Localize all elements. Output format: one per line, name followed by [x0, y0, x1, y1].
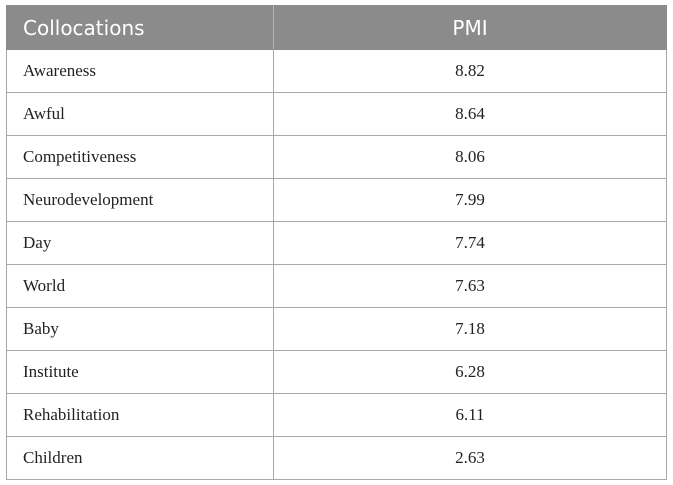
collocation-cell: Children — [6, 436, 274, 480]
collocation-cell: Neurodevelopment — [6, 178, 274, 222]
pmi-cell: 7.99 — [273, 178, 667, 222]
table-row: World 7.63 — [6, 264, 667, 308]
pmi-cell: 7.63 — [273, 264, 667, 308]
pmi-cell: 8.64 — [273, 92, 667, 136]
table-row: Baby 7.18 — [6, 307, 667, 351]
pmi-cell: 6.28 — [273, 350, 667, 394]
table-row: Institute 6.28 — [6, 350, 667, 394]
collocation-cell: Institute — [6, 350, 274, 394]
header-pmi: PMI — [273, 5, 667, 50]
table-row: Neurodevelopment 7.99 — [6, 178, 667, 222]
table-row: Competitiveness 8.06 — [6, 135, 667, 179]
collocation-cell: Baby — [6, 307, 274, 351]
collocation-cell: Awful — [6, 92, 274, 136]
collocation-cell: Awareness — [6, 49, 274, 93]
collocation-cell: Day — [6, 221, 274, 265]
pmi-cell: 8.06 — [273, 135, 667, 179]
table-header-row: Collocations PMI — [6, 5, 667, 50]
collocations-table: Collocations PMI Awareness 8.82 Awful 8.… — [6, 5, 667, 480]
pmi-cell: 8.82 — [273, 49, 667, 93]
pmi-cell: 6.11 — [273, 393, 667, 437]
pmi-cell: 7.74 — [273, 221, 667, 265]
table-row: Day 7.74 — [6, 221, 667, 265]
collocation-cell: Competitiveness — [6, 135, 274, 179]
table-row: Children 2.63 — [6, 436, 667, 480]
pmi-cell: 7.18 — [273, 307, 667, 351]
table-row: Rehabilitation 6.11 — [6, 393, 667, 437]
pmi-cell: 2.63 — [273, 436, 667, 480]
collocation-cell: World — [6, 264, 274, 308]
collocation-cell: Rehabilitation — [6, 393, 274, 437]
header-collocations: Collocations — [6, 5, 274, 50]
table-row: Awful 8.64 — [6, 92, 667, 136]
table-row: Awareness 8.82 — [6, 49, 667, 93]
